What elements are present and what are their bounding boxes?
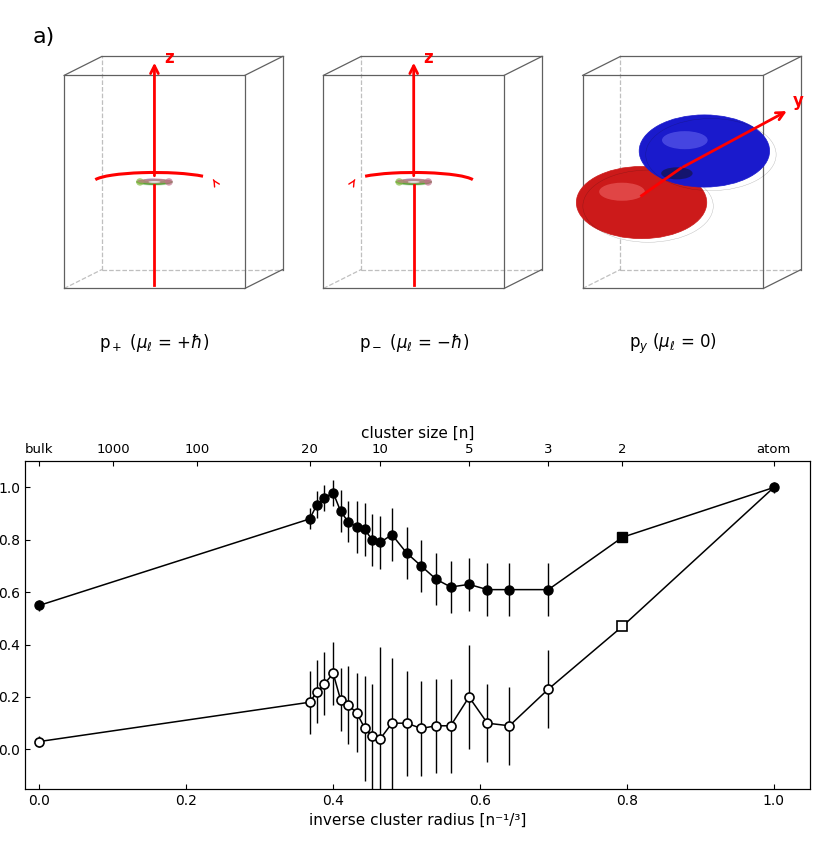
Ellipse shape <box>139 181 170 186</box>
Ellipse shape <box>405 182 423 185</box>
Ellipse shape <box>146 182 163 185</box>
Ellipse shape <box>424 178 432 186</box>
Text: p$_+$ ($\mu_\ell$ = +$\hbar$): p$_+$ ($\mu_\ell$ = +$\hbar$) <box>99 332 209 354</box>
Ellipse shape <box>137 181 171 186</box>
Text: a): a) <box>33 27 55 47</box>
Ellipse shape <box>136 178 144 186</box>
Ellipse shape <box>146 178 156 181</box>
Ellipse shape <box>148 182 161 184</box>
X-axis label: cluster size [n]: cluster size [n] <box>361 426 475 441</box>
Ellipse shape <box>397 181 431 186</box>
Ellipse shape <box>144 182 165 185</box>
Ellipse shape <box>662 167 692 180</box>
Ellipse shape <box>165 178 173 186</box>
Ellipse shape <box>142 181 166 185</box>
Text: y: y <box>793 92 804 110</box>
Ellipse shape <box>407 182 420 184</box>
Text: p$_-$ ($\mu_\ell$ = $-\hbar$): p$_-$ ($\mu_\ell$ = $-\hbar$) <box>359 332 469 354</box>
Ellipse shape <box>136 180 172 184</box>
Ellipse shape <box>408 181 419 183</box>
Ellipse shape <box>137 179 171 183</box>
Ellipse shape <box>402 181 426 185</box>
Ellipse shape <box>399 181 429 186</box>
Ellipse shape <box>400 181 428 185</box>
Text: z: z <box>164 49 174 67</box>
Ellipse shape <box>404 182 424 185</box>
Ellipse shape <box>144 178 165 182</box>
Ellipse shape <box>662 131 708 149</box>
Ellipse shape <box>404 178 424 182</box>
X-axis label: inverse cluster radius [n⁻¹/³]: inverse cluster radius [n⁻¹/³] <box>309 813 526 828</box>
Ellipse shape <box>639 115 770 187</box>
Ellipse shape <box>395 178 403 186</box>
Ellipse shape <box>397 179 431 183</box>
Ellipse shape <box>141 181 168 185</box>
Ellipse shape <box>599 182 645 201</box>
Ellipse shape <box>396 180 432 184</box>
Ellipse shape <box>405 178 415 181</box>
Ellipse shape <box>576 166 707 238</box>
Text: p$_y$ ($\mu_\ell$ = 0): p$_y$ ($\mu_\ell$ = 0) <box>629 332 717 355</box>
Ellipse shape <box>149 181 160 183</box>
Text: z: z <box>423 49 433 67</box>
